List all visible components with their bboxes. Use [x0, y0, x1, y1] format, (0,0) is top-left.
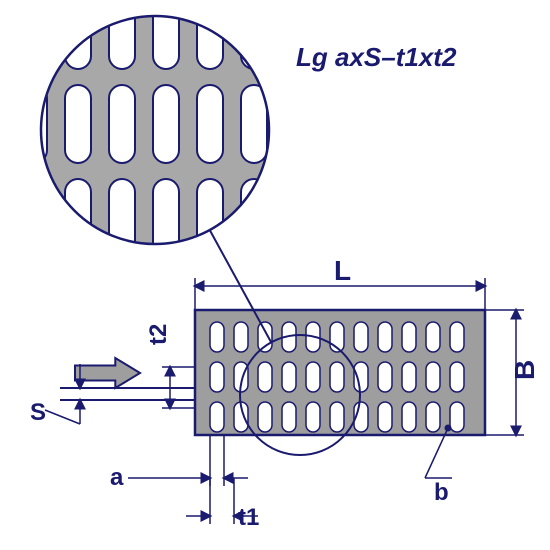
diagram-title: Lg axS–t1xt2	[296, 42, 456, 73]
dim-label-t2: t2	[145, 324, 172, 345]
dim-label-l: L	[334, 255, 351, 286]
dim-label-t1: t1	[238, 504, 259, 531]
magnifier-view	[21, 0, 311, 351]
thickness-arrow-icon	[75, 358, 140, 388]
dim-label-a: a	[110, 464, 124, 491]
technical-diagram: S L Bt2 a t1 b	[0, 0, 550, 550]
dim-label-b-lower: b	[434, 479, 449, 506]
dim-label-b-upper: B	[509, 360, 540, 380]
dim-label-s: S	[30, 399, 46, 426]
